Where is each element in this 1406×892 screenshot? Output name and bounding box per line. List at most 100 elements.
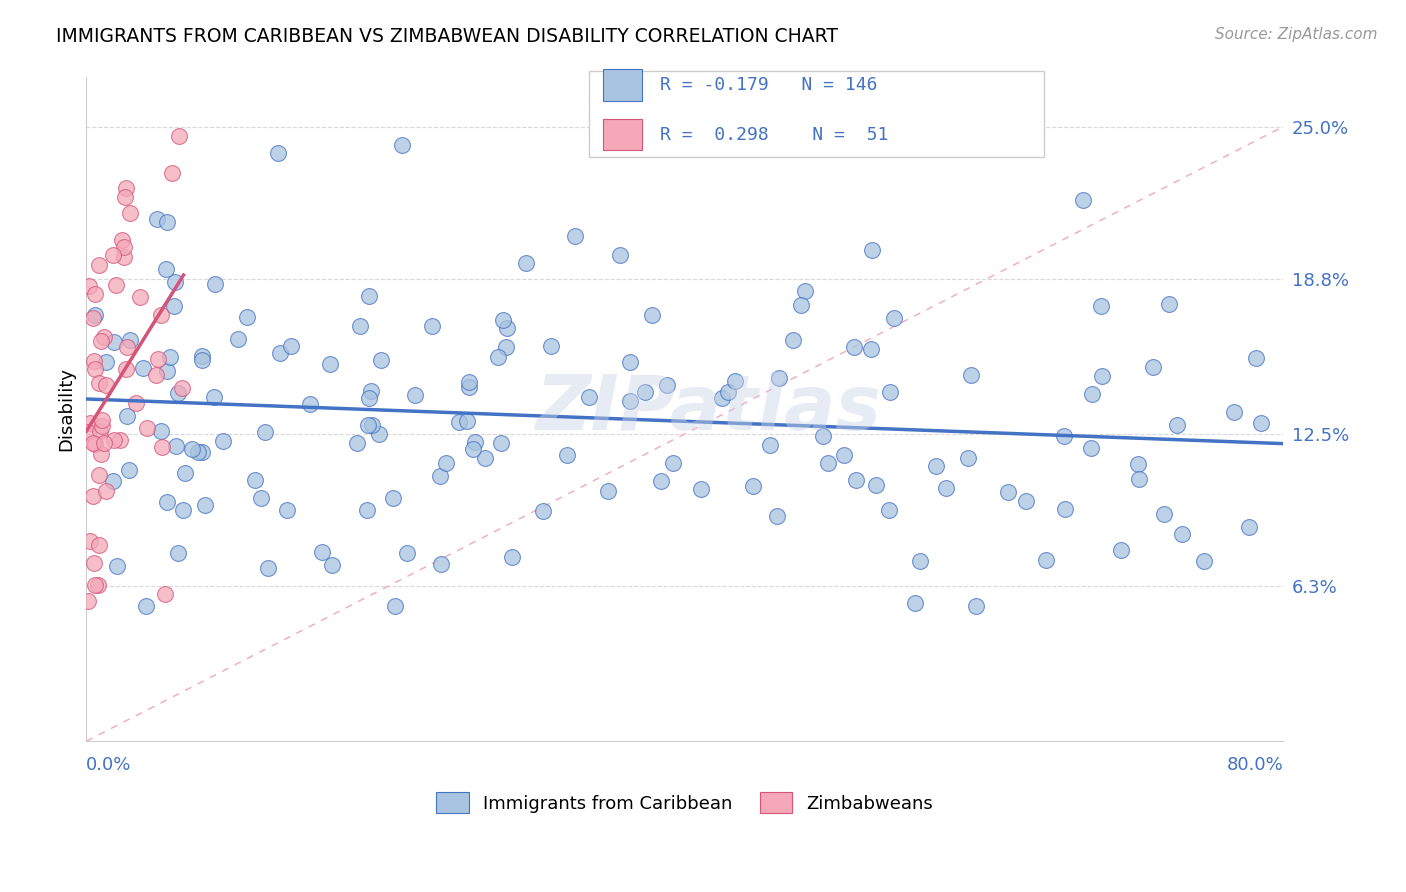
Point: [935, 481, 957, 495]
Point: [1128, 472, 1150, 486]
Point: [135, 421, 157, 435]
Point: [531, 503, 554, 517]
Point: [145, 368, 167, 383]
Point: [159, 351, 181, 365]
Point: [657, 377, 679, 392]
Point: [564, 228, 586, 243]
Point: [120, 333, 142, 347]
Point: [245, 474, 267, 488]
Point: [1250, 417, 1272, 431]
Point: [865, 478, 887, 492]
Point: [357, 417, 380, 432]
Point: [84, 437, 107, 451]
Point: [883, 311, 905, 326]
Point: [256, 561, 278, 575]
Point: [845, 473, 868, 487]
Point: [103, 335, 125, 350]
Point: [194, 498, 217, 512]
Point: [495, 340, 517, 354]
Point: [150, 308, 173, 322]
Point: [165, 439, 187, 453]
Point: [101, 474, 124, 488]
Point: [118, 205, 141, 219]
Point: [87, 577, 110, 591]
Point: [1171, 526, 1194, 541]
Point: [84, 362, 107, 376]
Point: [173, 466, 195, 480]
Point: [904, 596, 927, 610]
Point: [319, 357, 342, 371]
Point: [456, 414, 478, 428]
Point: [661, 456, 683, 470]
Point: [280, 339, 302, 353]
Point: [89, 376, 111, 391]
Point: [1015, 494, 1038, 508]
Point: [474, 451, 496, 466]
Point: [132, 360, 155, 375]
Point: [741, 479, 763, 493]
Point: [879, 385, 901, 400]
Point: [395, 546, 418, 560]
Point: [156, 364, 179, 378]
Point: [817, 456, 839, 470]
Point: [83, 578, 105, 592]
Point: [360, 417, 382, 432]
Point: [689, 482, 711, 496]
Point: [79, 533, 101, 548]
Point: [1091, 368, 1114, 383]
Point: [153, 587, 176, 601]
Point: [82, 436, 104, 450]
Point: [877, 503, 900, 517]
Point: [105, 277, 128, 292]
Point: [357, 289, 380, 303]
Point: [125, 396, 148, 410]
Point: [103, 247, 125, 261]
Point: [540, 339, 562, 353]
Point: [167, 128, 190, 143]
Point: [166, 546, 188, 560]
Point: [346, 436, 368, 450]
Point: [557, 448, 579, 462]
Point: [166, 386, 188, 401]
Point: [117, 409, 139, 424]
Point: [860, 342, 883, 356]
Point: [82, 310, 104, 325]
Point: [276, 503, 298, 517]
Point: [464, 434, 486, 449]
Point: [758, 438, 780, 452]
Point: [84, 286, 107, 301]
Point: [114, 189, 136, 203]
Text: 0.0%: 0.0%: [86, 756, 132, 773]
Point: [458, 375, 481, 389]
Point: [77, 425, 100, 440]
Point: [89, 424, 111, 438]
Point: [91, 412, 114, 426]
Legend: Immigrants from Caribbean, Zimbabweans: Immigrants from Caribbean, Zimbabweans: [427, 783, 942, 822]
Point: [515, 256, 537, 270]
Y-axis label: Disability: Disability: [58, 368, 75, 451]
Point: [212, 434, 235, 449]
Point: [114, 181, 136, 195]
Point: [1142, 359, 1164, 374]
Point: [965, 599, 987, 613]
Point: [997, 485, 1019, 500]
Point: [191, 353, 214, 368]
Point: [461, 442, 484, 456]
FancyBboxPatch shape: [603, 69, 641, 101]
Point: [710, 391, 733, 405]
Point: [94, 377, 117, 392]
Point: [578, 390, 600, 404]
Point: [94, 355, 117, 369]
Point: [429, 468, 451, 483]
Point: [190, 445, 212, 459]
Point: [766, 509, 789, 524]
Point: [598, 484, 620, 499]
Point: [202, 390, 225, 404]
Point: [1194, 554, 1216, 568]
Point: [1111, 543, 1133, 558]
Point: [83, 353, 105, 368]
Point: [384, 599, 406, 613]
Point: [149, 424, 172, 438]
Point: [112, 250, 135, 264]
Point: [1223, 405, 1246, 419]
